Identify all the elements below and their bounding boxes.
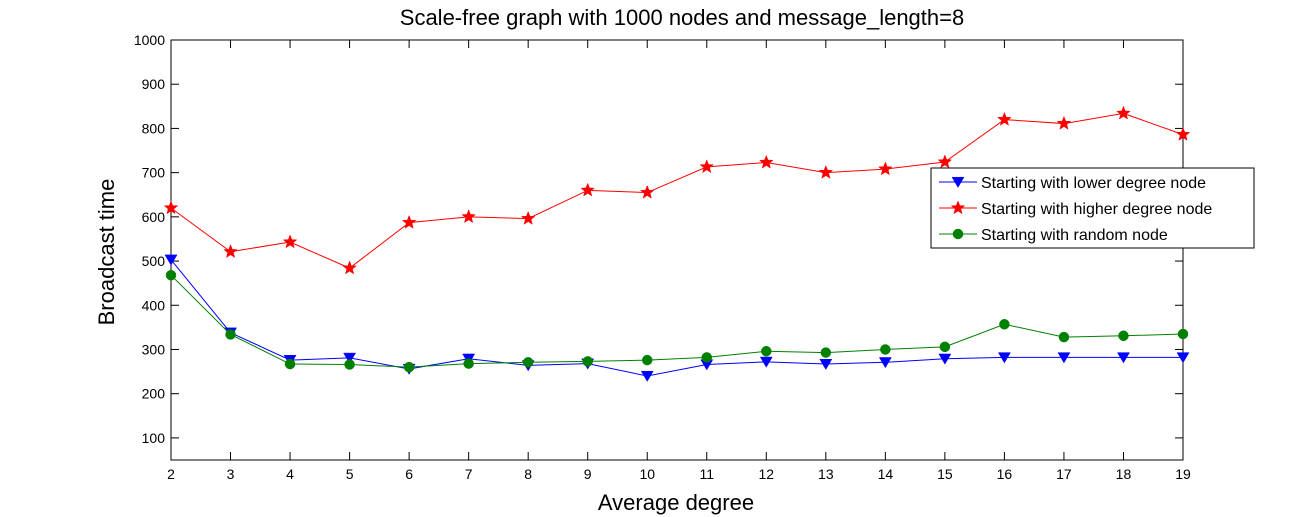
x-tick-label: 3 — [227, 466, 235, 482]
plot-frame — [170, 39, 1184, 461]
x-tick-label: 13 — [818, 466, 834, 482]
y-tick-label: 200 — [142, 386, 166, 402]
y-tick-label: 300 — [142, 341, 166, 357]
x-tick-label: 18 — [1116, 466, 1132, 482]
data-point — [699, 159, 715, 174]
legend-item: Starting with lower degree node — [939, 175, 1206, 192]
data-point — [403, 361, 415, 373]
y-tick-label: 800 — [142, 120, 166, 136]
data-point — [342, 260, 357, 275]
data-point — [939, 341, 951, 353]
y-tick-label: 500 — [142, 253, 166, 269]
legend-label: Starting with random node — [981, 227, 1168, 244]
x-tick-label: 7 — [465, 466, 473, 482]
data-point — [1176, 352, 1190, 364]
data-point — [1057, 352, 1071, 364]
data-point — [225, 329, 236, 340]
data-point — [164, 254, 178, 266]
x-tick-label: 12 — [759, 466, 775, 482]
y-tick-label: 900 — [142, 76, 166, 92]
x-tick-label: 4 — [286, 466, 294, 482]
data-point — [938, 353, 952, 365]
data-point — [1177, 328, 1189, 340]
y-tick-label: 600 — [142, 209, 166, 225]
y-tick-label: 100 — [142, 430, 166, 446]
data-point — [1175, 126, 1191, 141]
data-point — [165, 269, 177, 281]
legend-marker — [952, 228, 964, 240]
x-tick-label: 19 — [1175, 466, 1191, 482]
data-point — [1117, 352, 1130, 364]
data-point — [1116, 105, 1131, 120]
data-point — [522, 357, 534, 368]
legend-box — [930, 167, 1255, 249]
data-point — [223, 244, 238, 258]
data-point — [878, 161, 893, 176]
y-tick-label: 400 — [142, 297, 166, 313]
data-point — [761, 345, 772, 357]
series-2 — [163, 105, 1191, 275]
data-point — [819, 359, 833, 370]
x-tick-label: 6 — [405, 466, 413, 482]
data-point — [343, 352, 357, 364]
legend-label: Starting with lower degree node — [981, 175, 1206, 192]
data-point — [880, 344, 891, 355]
data-point — [878, 357, 892, 369]
x-tick-label: 16 — [997, 466, 1013, 482]
x-tick-label: 8 — [524, 466, 532, 482]
data-point — [1118, 330, 1129, 342]
x-tick-label: 11 — [699, 466, 714, 482]
data-point — [997, 352, 1011, 364]
x-tick-label: 5 — [346, 466, 354, 482]
data-point — [997, 111, 1012, 126]
data-point — [461, 209, 476, 224]
legend-marker — [951, 176, 965, 188]
x-tick-label: 9 — [584, 466, 592, 482]
series-line — [170, 259, 1183, 377]
data-point — [1056, 115, 1072, 130]
x-tick-label: 17 — [1056, 466, 1072, 482]
y-tick-label: 1000 — [134, 32, 165, 48]
data-point — [639, 184, 655, 199]
data-point — [640, 370, 654, 382]
data-point — [520, 210, 536, 225]
chart-title: Scale-free graph with 1000 nodes and mes… — [400, 5, 964, 30]
series-line — [170, 112, 1184, 269]
legend: Starting with lower degree node Starting … — [930, 167, 1255, 249]
data-point — [163, 200, 179, 215]
data-point — [937, 154, 953, 169]
data-point — [463, 358, 474, 369]
data-point — [818, 164, 834, 179]
y-axis-title: Broadcast time — [94, 179, 119, 326]
legend-item: Starting with random node — [939, 227, 1168, 244]
series-line — [170, 274, 1184, 368]
data-point — [284, 358, 296, 370]
data-point — [282, 234, 298, 249]
data-point — [759, 356, 773, 368]
data-point — [820, 347, 832, 358]
legend-item: Starting with higher degree node — [939, 200, 1212, 218]
data-point — [580, 182, 596, 197]
data-point — [344, 359, 355, 370]
y-tick-label: 700 — [142, 165, 166, 181]
x-axis-title: Average degree — [598, 490, 754, 515]
data-point — [999, 319, 1010, 330]
data-point — [1058, 331, 1070, 343]
x-tick-label: 14 — [878, 466, 894, 482]
data-point — [641, 354, 653, 366]
data-point — [582, 356, 593, 367]
x-tick-label: 15 — [937, 466, 953, 482]
data-point — [701, 352, 713, 363]
legend-label: Starting with higher degree node — [981, 201, 1212, 218]
data-point — [758, 154, 774, 169]
legend-marker — [950, 200, 966, 215]
series-3 — [165, 269, 1189, 373]
x-tick-label: 10 — [639, 466, 655, 482]
plot-area: 2 3 4 5 6 7 8 9 10 11 12 13 14 15 16 17 18 19 100 200 300 400… — [134, 32, 1255, 482]
data-point — [401, 214, 417, 229]
x-tick-label: 2 — [167, 466, 175, 482]
